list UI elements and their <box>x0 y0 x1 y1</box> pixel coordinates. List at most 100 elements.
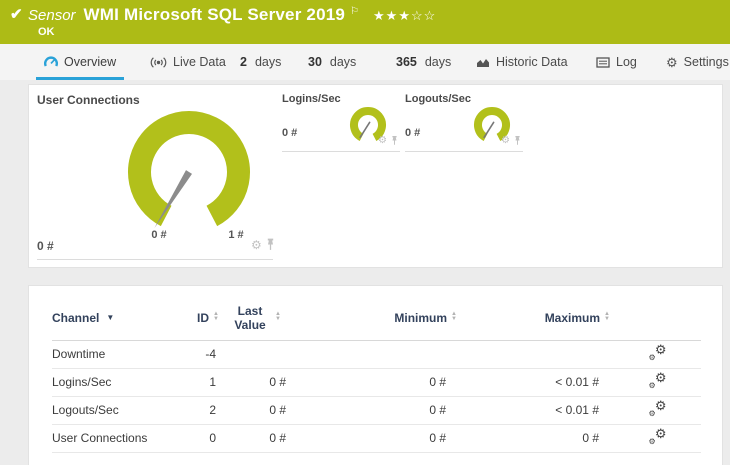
tab-365-days[interactable]: 365 days <box>388 44 459 80</box>
column-header-label: Maximum <box>544 310 601 325</box>
gauge-icon <box>44 56 58 67</box>
tab-settings[interactable]: ⚙ Settings <box>658 44 730 80</box>
live-data-icon <box>150 56 167 68</box>
sort-icon: ▲ ▼ <box>604 310 610 322</box>
pin-icon[interactable] <box>514 135 521 146</box>
gauge-scale-max: 1 # <box>228 229 244 241</box>
table-row[interactable]: Downtime -4 ⚙ ⚙ <box>52 340 701 369</box>
minimum-cell: 0 # <box>291 396 461 425</box>
historic-chart-icon <box>477 59 489 67</box>
column-header-actions <box>614 286 701 341</box>
maximum-cell: < 0.01 # <box>461 396 614 425</box>
gauge-settings-gear-icon[interactable]: ⚙ <box>378 134 387 146</box>
sort-desc-icon: ▼ <box>106 313 115 323</box>
pin-icon[interactable] <box>391 135 398 146</box>
channel-id-cell: 0 <box>179 424 219 453</box>
sensor-status-banner: ✔ Sensor WMI Microsoft SQL Server 2019 ⚐… <box>0 0 730 44</box>
maximum-cell: < 0.01 # <box>461 368 614 397</box>
tab-label: Live Data <box>173 55 226 69</box>
channel-settings-icon[interactable]: ⚙ ⚙ <box>648 426 667 446</box>
table-row[interactable]: Logins/Sec 1 0 # 0 # < 0.01 # ⚙ ⚙ <box>52 368 701 397</box>
tab-label: Settings <box>683 55 729 69</box>
flag-icon[interactable]: ⚐ <box>350 6 360 17</box>
minimum-cell: 0 # <box>291 368 461 397</box>
channel-settings-icon[interactable]: ⚙ ⚙ <box>648 370 667 390</box>
channel-name-cell[interactable]: Logins/Sec <box>52 368 179 397</box>
tab-label: Overview <box>64 55 117 69</box>
pin-icon[interactable] <box>266 238 275 251</box>
gauge-scale-min: 0 # <box>151 229 167 241</box>
column-header-label: ID <box>197 310 210 325</box>
tab-historic-data[interactable]: Historic Data <box>468 44 576 80</box>
maximum-cell: 0 # <box>461 424 614 453</box>
tab-bar: Overview Live Data 2 days 30 days 365 da… <box>0 44 730 80</box>
tab-live-data[interactable]: Live Data <box>142 44 234 80</box>
logins-gauge-value: 0 # <box>282 127 298 139</box>
channel-id-cell: 1 <box>179 368 219 397</box>
gauges-panel: User Connections 0 # 1 # 0 # ⚙ Logins/Se… <box>28 84 723 268</box>
tab-log[interactable]: Log <box>588 44 645 80</box>
gauge-needle <box>483 121 495 139</box>
tab-label: days <box>329 55 357 69</box>
channel-settings-icon[interactable]: ⚙ ⚙ <box>648 398 667 418</box>
gear-icon: ⚙ <box>666 54 678 70</box>
table-header-row: Channel ▼ ID ▲ ▼ Last Value ▲ ▼ Minimum ▲ ▼ Max… <box>52 286 701 341</box>
column-header-last-value[interactable]: Last Value ▲ ▼ <box>219 286 291 341</box>
tab-number: 2 <box>240 55 247 69</box>
tab-2-days[interactable]: 2 days <box>232 44 289 80</box>
logins-gauge-title: Logins/Sec <box>282 93 341 105</box>
logouts-gauge-value: 0 # <box>405 127 421 139</box>
main-gauge-title: User Connections <box>37 93 140 107</box>
tab-overview[interactable]: Overview <box>36 44 125 80</box>
column-header-channel[interactable]: Channel ▼ <box>52 286 179 341</box>
last-value-cell: 0 # <box>219 424 291 453</box>
logins-gauge <box>350 107 386 141</box>
gauge-needle <box>359 121 371 139</box>
column-header-label: Last Value <box>234 303 266 332</box>
gauge-needle <box>154 170 192 229</box>
status-ok-check-icon: ✔ <box>10 6 23 23</box>
log-icon <box>596 56 610 68</box>
tab-label: days <box>424 55 452 69</box>
stars-filled: ★★★ <box>373 8 411 23</box>
channel-id-cell: 2 <box>179 396 219 425</box>
maximum-cell <box>461 340 614 369</box>
column-header-maximum[interactable]: Maximum ▲ ▼ <box>461 286 614 341</box>
sort-icon: ▲ ▼ <box>451 310 457 322</box>
logouts-gauge <box>474 107 510 141</box>
column-header-minimum[interactable]: Minimum ▲ ▼ <box>291 286 461 341</box>
gauge-settings-gear-icon[interactable]: ⚙ <box>251 237 262 252</box>
user-connections-gauge <box>128 111 250 229</box>
channels-panel: Channel ▼ ID ▲ ▼ Last Value ▲ ▼ Minimum ▲ ▼ Max… <box>28 285 723 465</box>
sensor-title: WMI Microsoft SQL Server 2019 <box>83 5 346 24</box>
last-value-cell: 0 # <box>219 368 291 397</box>
tab-label: Log <box>616 55 637 69</box>
column-header-label: Minimum <box>394 310 448 325</box>
sort-icon: ▲ ▼ <box>213 310 219 322</box>
logouts-gauge-title: Logouts/Sec <box>405 93 472 105</box>
table-row[interactable]: User Connections 0 0 # 0 # 0 # ⚙ ⚙ <box>52 424 701 453</box>
main-gauge-value: 0 # <box>37 239 54 253</box>
last-value-cell: 0 # <box>219 396 291 425</box>
minimum-cell: 0 # <box>291 424 461 453</box>
column-header-label: Channel <box>52 310 100 325</box>
sort-icon: ▲ ▼ <box>275 310 281 322</box>
tab-30-days[interactable]: 30 days <box>300 44 364 80</box>
tab-number: 30 <box>308 55 322 69</box>
tab-label: Historic Data <box>496 55 568 69</box>
channel-name-cell[interactable]: Downtime <box>52 340 179 369</box>
table-row[interactable]: Logouts/Sec 2 0 # 0 # < 0.01 # ⚙ ⚙ <box>52 396 701 425</box>
column-header-id[interactable]: ID ▲ ▼ <box>179 286 219 341</box>
stars-empty: ☆☆ <box>410 8 437 23</box>
channel-settings-icon[interactable]: ⚙ ⚙ <box>648 342 667 362</box>
last-value-cell <box>219 340 291 369</box>
channel-name-cell[interactable]: Logouts/Sec <box>52 396 179 425</box>
tab-number: 365 <box>396 55 417 69</box>
gauge-settings-gear-icon[interactable]: ⚙ <box>501 134 510 146</box>
channels-table: Channel ▼ ID ▲ ▼ Last Value ▲ ▼ Minimum ▲ ▼ Max… <box>52 286 701 453</box>
sensor-kind-label: Sensor <box>28 7 76 24</box>
priority-stars[interactable]: ★★★☆☆ <box>373 8 436 24</box>
channel-name-cell[interactable]: User Connections <box>52 424 179 453</box>
tab-label: days <box>254 55 282 69</box>
